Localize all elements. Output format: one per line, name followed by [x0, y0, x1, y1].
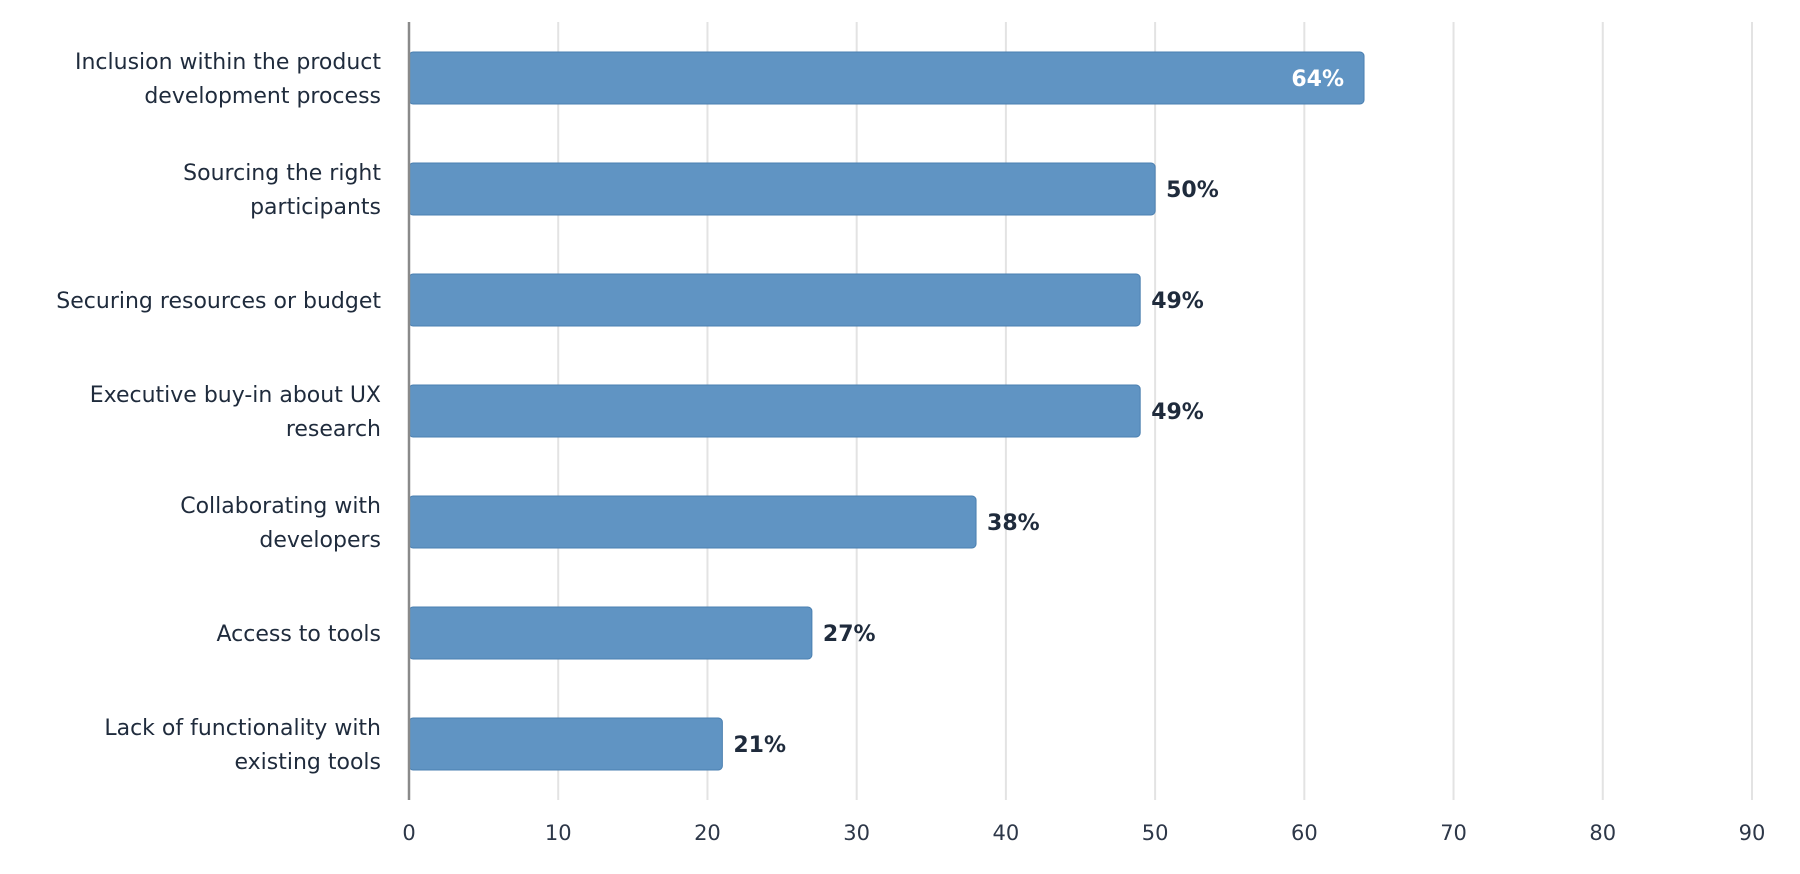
category-label-line: Executive buy-in about UX: [90, 383, 381, 408]
category-label: Securing resources or budget: [56, 289, 381, 314]
category-label-line: existing tools: [234, 750, 381, 775]
x-tick-label: 10: [545, 821, 572, 845]
bar: [408, 495, 977, 549]
category-label: Access to tools: [216, 622, 381, 647]
category-label-line: Lack of functionality with: [104, 716, 381, 741]
category-label-line: development process: [144, 84, 381, 109]
category-label-line: research: [286, 417, 381, 442]
category-label: Inclusion within the product development …: [75, 50, 381, 109]
x-tick-label: 0: [402, 821, 415, 845]
category-label: Collaborating with developers: [180, 494, 381, 553]
grid-lines: [557, 22, 1753, 800]
category-label: Executive buy-in about UX research: [90, 383, 381, 442]
x-tick-label: 90: [1739, 821, 1766, 845]
category-label-line: Sourcing the right: [183, 161, 381, 186]
data-label: 64%: [1291, 67, 1344, 92]
x-tick-label: 40: [993, 821, 1020, 845]
data-label: 21%: [733, 733, 786, 758]
data-label: 50%: [1166, 178, 1219, 203]
category-label-line: Inclusion within the product: [75, 50, 381, 75]
bar: [408, 273, 1141, 327]
x-tick-label: 80: [1589, 821, 1616, 845]
data-label: 49%: [1151, 400, 1204, 425]
labels: 0 10 20 30 40 50 60 70 80 90 Inclusion within the …: [56, 50, 1765, 845]
category-label: Lack of functionality with existing tools: [104, 716, 381, 775]
x-tick-label: 70: [1440, 821, 1467, 845]
category-label-line: Access to tools: [216, 622, 381, 647]
category-label: Sourcing the right participants: [183, 161, 381, 220]
category-label-line: participants: [250, 195, 381, 220]
bar: [408, 606, 813, 660]
bar: [408, 717, 723, 771]
x-tick-label: 50: [1142, 821, 1169, 845]
bar: [408, 51, 1365, 105]
bar: [408, 384, 1141, 438]
x-tick-label: 60: [1291, 821, 1318, 845]
data-label: 27%: [823, 622, 876, 647]
x-tick-label: 20: [694, 821, 721, 845]
bars: [408, 51, 1365, 771]
category-label-line: developers: [259, 528, 381, 553]
data-label: 38%: [987, 511, 1040, 536]
category-label-line: Securing resources or budget: [56, 289, 381, 314]
category-label-line: Collaborating with: [180, 494, 381, 519]
bar: [408, 162, 1156, 216]
x-tick-label: 30: [843, 821, 870, 845]
data-label: 49%: [1151, 289, 1204, 314]
